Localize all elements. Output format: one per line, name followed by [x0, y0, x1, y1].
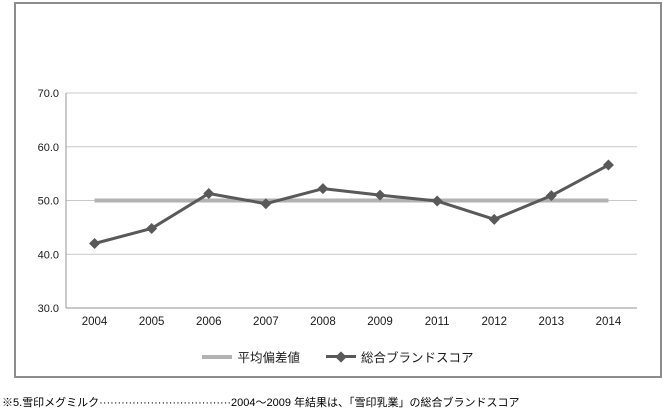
mean-line-swatch	[202, 354, 233, 359]
x-tick-label: 2006	[196, 316, 222, 328]
data-point-marker	[203, 188, 215, 200]
x-tick-label: 2004	[82, 316, 108, 328]
x-tick-label: 2012	[481, 316, 507, 328]
y-tick-label: 50.0	[38, 196, 59, 208]
data-point-marker	[602, 159, 614, 171]
x-tick-label: 2007	[253, 316, 279, 328]
y-tick-label: 70.0	[38, 88, 59, 100]
legend-item-score: 総合ブランドスコア	[326, 347, 474, 366]
score-line	[94, 163, 610, 245]
line-chart-plot: 30.0 40.0 50.0 60.0 70.0 2004 2005 2006 2007 2008…	[38, 88, 637, 328]
data-point-marker	[431, 195, 443, 207]
chart-legend: 平均偏差値 総合ブランドスコア	[16, 347, 660, 366]
legend-item-mean: 平均偏差値	[202, 347, 300, 366]
x-tick-label: 2013	[539, 316, 565, 328]
x-tick-label: 2009	[367, 316, 393, 328]
legend-label-score: 総合ブランドスコア	[361, 351, 474, 365]
data-point-marker	[260, 198, 272, 210]
chart-frame: 30.0 40.0 50.0 60.0 70.0 2004 2005 2006 2007 2008…	[14, 2, 662, 378]
y-tick-label: 30.0	[38, 303, 59, 315]
series-line-swatch	[326, 350, 356, 363]
diamond-marker-icon	[335, 350, 347, 363]
data-point-marker	[374, 189, 386, 201]
x-tick-label: 2008	[310, 316, 336, 328]
data-point-marker	[488, 213, 500, 225]
x-tick-label: 2005	[139, 316, 165, 328]
y-tick-label: 40.0	[38, 249, 59, 261]
x-tick-label: 2011	[425, 316, 450, 328]
data-point-marker	[146, 222, 158, 234]
data-point-marker	[545, 190, 557, 202]
data-point-marker	[89, 238, 101, 249]
x-tick-label: 2014	[596, 316, 622, 328]
legend-label-mean: 平均偏差値	[237, 351, 300, 365]
y-tick-label: 60.0	[38, 142, 59, 154]
data-point-marker	[317, 183, 329, 195]
footnote: ※5.雪印メグミルク······························…	[2, 397, 520, 409]
